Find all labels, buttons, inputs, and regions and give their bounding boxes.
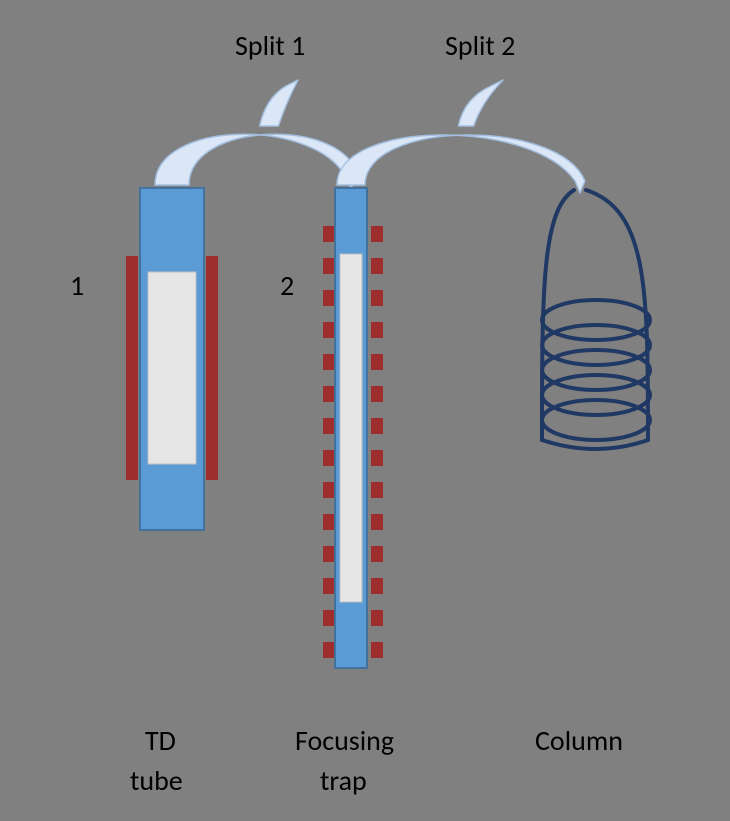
diagram-shape	[371, 642, 383, 658]
diagram-shape	[371, 418, 383, 434]
diagram-shape	[126, 256, 138, 480]
diagram-label: trap	[320, 763, 367, 798]
diagram-shape	[323, 610, 335, 626]
diagram-shape	[323, 226, 335, 242]
diagram-shape	[323, 386, 335, 402]
diagram-shape	[323, 258, 335, 274]
diagram-label: Split 1	[235, 28, 305, 63]
diagram-label: 2	[280, 268, 294, 303]
diagram-shape	[371, 610, 383, 626]
diagram-shape	[323, 450, 335, 466]
diagram-label: 1	[70, 268, 84, 303]
diagram-shape	[371, 578, 383, 594]
diagram-shape	[323, 290, 335, 306]
diagram-shape	[371, 290, 383, 306]
diagram-shape	[155, 134, 357, 188]
diagram-shape	[323, 354, 335, 370]
diagram-label: TD	[145, 723, 176, 758]
diagram-shape	[371, 354, 383, 370]
diagram-label: Column	[535, 723, 623, 758]
diagram-shape	[371, 386, 383, 402]
diagram-shape	[340, 254, 362, 602]
diagram-shape	[323, 642, 335, 658]
diagram-shape	[371, 322, 383, 338]
diagram-shape	[371, 450, 383, 466]
diagram-shape	[323, 546, 335, 562]
diagram-label: Split 2	[445, 28, 515, 63]
diagram-shape	[260, 80, 298, 126]
diagram-shape	[323, 482, 335, 498]
diagram-shape	[542, 190, 650, 449]
diagram-shape	[323, 514, 335, 530]
diagram-shape	[323, 322, 335, 338]
diagram-shape	[148, 272, 196, 464]
diagram-label: Focusing	[295, 723, 394, 758]
diagram-shape	[371, 258, 383, 274]
diagram-label: tube	[130, 763, 183, 798]
diagram-shape	[206, 256, 218, 480]
diagram-shape	[371, 482, 383, 498]
diagram-shape	[371, 226, 383, 242]
diagram-shape	[323, 418, 335, 434]
diagram-shape	[337, 135, 585, 193]
diagram-shape	[458, 80, 503, 126]
diagram-shape	[371, 546, 383, 562]
diagram-shape	[323, 578, 335, 594]
diagram-shape	[371, 514, 383, 530]
